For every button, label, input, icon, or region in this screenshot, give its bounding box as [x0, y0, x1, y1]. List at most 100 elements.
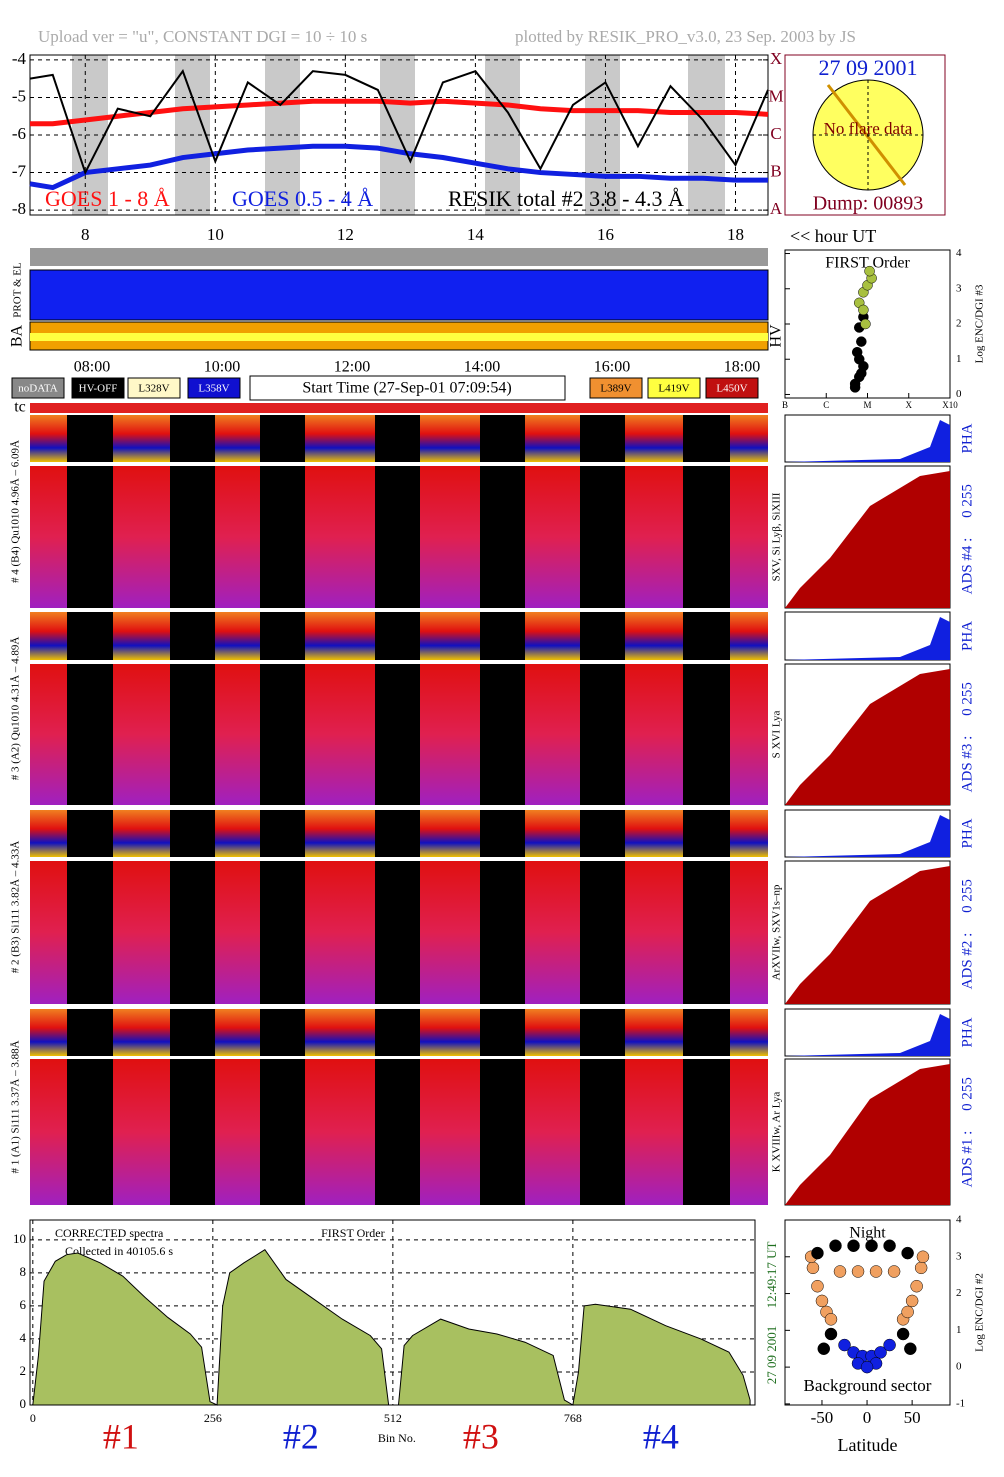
gap [375, 1059, 420, 1205]
legend-label: L450V [716, 383, 747, 395]
time-label: 14:00 [464, 359, 500, 376]
tc-strip [30, 403, 768, 413]
gap [67, 415, 113, 462]
strip-label: tc [14, 399, 26, 416]
y-tick-label: 4 [956, 247, 962, 259]
header-left: Upload ver = "u", CONSTANT DGI = 10 ÷ 10… [38, 27, 367, 46]
y-tick-label: -1 [956, 1397, 965, 1409]
ads-hist [785, 1064, 950, 1205]
legend-box [589, 377, 643, 399]
point [847, 1239, 860, 1252]
ads-range: 0 255 [959, 682, 975, 716]
y-tick-label: 0 [956, 388, 962, 400]
ads-label: ADS #1 : [959, 1131, 975, 1188]
legend-box [187, 377, 241, 399]
point [883, 1239, 896, 1252]
y-tick-label: -8 [12, 199, 26, 218]
gap [170, 1009, 215, 1056]
legend-label: L389V [600, 383, 631, 395]
gap [260, 1009, 305, 1056]
strip-label: PROT & EL [12, 262, 24, 318]
gap [683, 466, 730, 608]
gap [480, 664, 525, 805]
prot-strip [30, 248, 768, 266]
pha-label: PHA [959, 423, 975, 453]
chart-title: CORRECTED spectra [55, 1226, 164, 1240]
lines-label: K XVIIIw, Ar Lya [771, 1092, 783, 1173]
gap [67, 664, 113, 805]
inset-message: No flare data [824, 119, 913, 138]
gap [260, 1059, 305, 1205]
gap [683, 415, 730, 462]
start-time-box [249, 375, 566, 401]
x-tick-label: C [823, 400, 829, 410]
chart-title: FIRST Order [825, 255, 910, 272]
x-tick-label: 14 [467, 225, 485, 244]
point [856, 336, 867, 347]
gap [580, 1009, 625, 1056]
y2-tick-label: A [770, 199, 783, 218]
y2-tick-label: B [770, 161, 781, 180]
ads-label: ADS #4 : [959, 538, 975, 595]
point [860, 318, 871, 330]
point [854, 353, 865, 365]
gap [480, 466, 525, 608]
point [833, 1265, 847, 1278]
strip-label: BA [9, 324, 26, 347]
legend-box [71, 377, 125, 399]
time-label: 08:00 [74, 359, 110, 376]
point [883, 1338, 896, 1352]
inset-dump: Dump: 00893 [813, 193, 924, 215]
y-axis-label: Log ENC/DGI #2 [974, 1273, 986, 1352]
y-tick-label: 1 [956, 1324, 962, 1336]
legend-label: GOES 1 - 8 Å [45, 186, 170, 211]
panel-label: # 2 (B3) Si111 3.82Å – 4.33Å [10, 841, 22, 973]
y-tick-label: -6 [12, 124, 26, 143]
area-series [32, 1249, 751, 1406]
lines-label: SXV, Si Lyβ, SiXIII [771, 492, 783, 581]
point [811, 1279, 824, 1293]
gap [580, 664, 625, 805]
legend-label: L419V [658, 383, 689, 395]
gap [260, 861, 305, 1004]
gap [170, 1059, 215, 1205]
gap [683, 1059, 730, 1205]
chart-title: Night [849, 1225, 886, 1242]
point [901, 1246, 914, 1260]
segment-label: #3 [463, 1416, 499, 1456]
annotation: FIRST Order [321, 1226, 384, 1240]
gap [580, 861, 625, 1004]
panel-label: # 1 (A1) Si111 3.37Å – 3.88Å [10, 1040, 22, 1173]
gap [375, 415, 420, 462]
y-tick-label: 4 [20, 1330, 27, 1345]
y2-tick-label: C [770, 124, 781, 143]
point [856, 368, 867, 379]
gap [260, 466, 305, 608]
y-tick-label: -4 [12, 49, 27, 68]
ads-range: 0 255 [959, 484, 975, 518]
point [811, 1246, 824, 1260]
gap [260, 612, 305, 660]
gap [683, 810, 730, 857]
point [860, 1360, 874, 1374]
ads-range: 0 255 [959, 879, 975, 913]
pha-label: PHA [959, 818, 975, 848]
point [851, 1265, 865, 1278]
gap [480, 810, 525, 857]
point [824, 1327, 838, 1341]
legend-label: L328V [138, 383, 169, 395]
gap [170, 466, 215, 608]
gap [67, 1009, 113, 1056]
y-tick-label: 6 [20, 1297, 27, 1312]
header-right: plotted by RESIK_PRO_v3.0, 23 Sep. 2003 … [515, 27, 856, 46]
point [896, 1327, 910, 1341]
y-tick-label: 0 [20, 1396, 27, 1411]
gap [170, 664, 215, 805]
gap [67, 1059, 113, 1205]
gap [67, 466, 113, 608]
x-tick-label: X10 [942, 400, 958, 410]
point [864, 265, 875, 277]
x-tick-label: 10 [207, 225, 224, 244]
point [904, 1342, 917, 1355]
point [874, 1346, 887, 1359]
